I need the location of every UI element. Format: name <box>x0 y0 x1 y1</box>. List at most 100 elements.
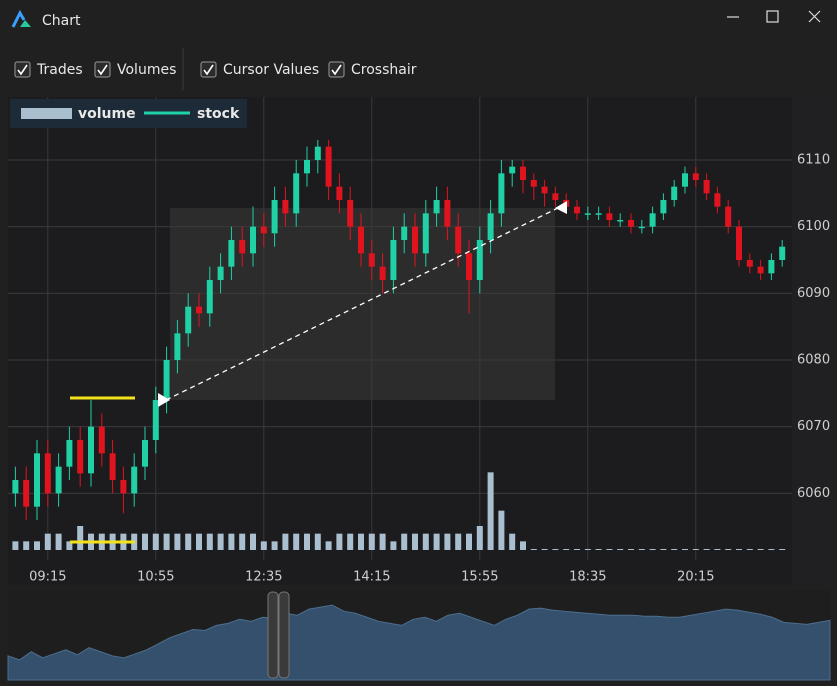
navigator-handle[interactable] <box>278 591 290 679</box>
volume-bar <box>293 533 300 550</box>
close-button[interactable] <box>808 10 821 23</box>
x-tick-label: 18:35 <box>569 570 606 585</box>
candle-body <box>314 146 321 160</box>
volume-bar <box>703 549 710 550</box>
candle-body <box>433 200 440 214</box>
candle-body <box>304 160 310 174</box>
candle-body <box>541 186 548 194</box>
volume-bar <box>444 533 451 550</box>
candles <box>12 140 786 520</box>
candle-body <box>671 186 678 200</box>
candle-body <box>12 480 19 494</box>
y-tick-label: 6110 <box>797 153 830 168</box>
volume-bar <box>358 533 364 550</box>
candle-body <box>552 193 559 200</box>
candle-body <box>358 226 364 254</box>
candle-body <box>455 226 462 254</box>
legend-label: stock <box>197 106 240 122</box>
volume-bar <box>412 533 418 550</box>
candle-body <box>196 306 202 314</box>
candle-body <box>185 306 192 334</box>
candle-body <box>23 480 30 507</box>
candle-body <box>250 226 256 254</box>
candle-body <box>88 426 94 474</box>
x-tick-label: 14:15 <box>353 570 390 585</box>
candle-body <box>217 266 224 280</box>
volume-bar <box>530 549 537 550</box>
volume-bar <box>325 541 332 550</box>
candle-body <box>174 333 181 360</box>
x-tick-label: 15:55 <box>461 570 498 585</box>
axes: 6060 6070 6080 6090 6100 6110 09:15 10:55 12:35 1… <box>29 153 830 585</box>
candle-body <box>109 453 116 480</box>
candle-body <box>595 213 602 215</box>
volume-bar <box>433 533 440 550</box>
candle-body <box>736 226 742 260</box>
volume-bar <box>44 533 51 550</box>
x-tick-label: 10:55 <box>137 570 174 585</box>
toolbar <box>0 42 837 97</box>
checkmark <box>97 64 108 76</box>
volume-bar <box>509 533 516 550</box>
candle-body <box>379 266 386 280</box>
volume-bar <box>552 549 559 550</box>
volume-bar <box>779 549 786 550</box>
volume-bar <box>401 533 408 550</box>
volume-bar <box>174 533 181 550</box>
volume-bar <box>336 533 343 550</box>
checkbox-label[interactable]: Trades <box>36 62 83 78</box>
checkbox-label[interactable]: Cursor Values <box>223 62 319 78</box>
volume-bar <box>487 472 494 550</box>
volume-bar <box>498 510 505 550</box>
candle-body <box>336 186 343 200</box>
trade-arrow-line <box>165 207 559 401</box>
volume-bar <box>304 533 310 550</box>
candle-body <box>487 213 494 240</box>
checkbox[interactable] <box>14 61 31 78</box>
candle-body <box>142 440 148 467</box>
candle-body <box>714 193 721 207</box>
trade-marker <box>555 201 567 214</box>
volume-bar <box>736 549 742 550</box>
candle-body <box>649 213 656 227</box>
checkmark <box>203 64 214 76</box>
volume-bar <box>660 549 667 550</box>
volume-bar <box>152 533 159 550</box>
checkbox[interactable] <box>200 61 217 78</box>
maximize-button[interactable] <box>766 10 779 23</box>
candle-body <box>206 280 213 314</box>
candle-body <box>530 180 537 187</box>
volume-bar <box>282 533 289 550</box>
volume-bar <box>671 549 678 550</box>
volume-bar <box>239 533 246 550</box>
volume-bar <box>768 549 775 550</box>
volume-bar <box>595 549 602 550</box>
volume-bar <box>563 549 570 550</box>
candle-body <box>444 200 451 227</box>
candle-body <box>628 220 634 227</box>
candle-body <box>660 200 667 214</box>
checkbox[interactable] <box>328 61 345 78</box>
candle-body <box>617 220 624 222</box>
volume-bar <box>379 533 386 550</box>
volume-bar <box>714 549 721 550</box>
volume-bar <box>520 541 526 550</box>
navigator-area <box>7 604 831 681</box>
volume-bar <box>163 533 170 550</box>
x-tick-label: 20:15 <box>677 570 714 585</box>
navigator-handle[interactable] <box>267 591 279 679</box>
volume-bar <box>66 541 73 550</box>
candle-body <box>768 260 775 274</box>
candle-body <box>390 240 397 280</box>
volume-bar <box>206 533 213 550</box>
candle-body <box>293 173 300 214</box>
candle-body <box>131 466 138 494</box>
checkbox-label[interactable]: Volumes <box>117 62 176 78</box>
checkbox[interactable] <box>94 61 111 78</box>
checkbox-label[interactable]: Crosshair <box>351 62 417 78</box>
x-tick-label: 09:15 <box>29 570 66 585</box>
candle-body <box>325 146 332 187</box>
y-tick-label: 6070 <box>797 419 830 434</box>
